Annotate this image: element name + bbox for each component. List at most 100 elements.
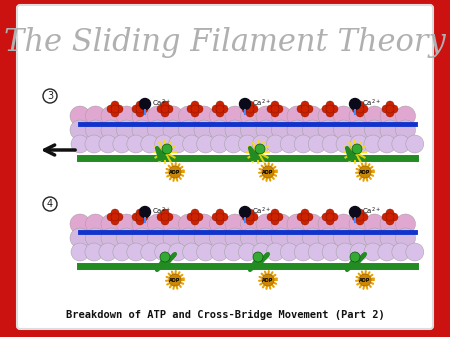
Circle shape xyxy=(386,209,394,217)
Circle shape xyxy=(216,213,224,221)
Text: Ca$^{2+}$: Ca$^{2+}$ xyxy=(152,97,171,109)
Circle shape xyxy=(364,243,382,261)
Circle shape xyxy=(157,213,165,221)
Circle shape xyxy=(161,105,169,113)
Circle shape xyxy=(271,120,292,140)
Circle shape xyxy=(163,214,183,234)
Circle shape xyxy=(287,120,307,140)
Circle shape xyxy=(101,106,121,126)
Circle shape xyxy=(246,209,254,217)
Text: ADP: ADP xyxy=(262,170,274,175)
Circle shape xyxy=(240,120,261,140)
Circle shape xyxy=(238,243,256,261)
Circle shape xyxy=(390,213,398,221)
Circle shape xyxy=(225,243,243,261)
Circle shape xyxy=(250,105,258,113)
Circle shape xyxy=(330,105,338,113)
Circle shape xyxy=(356,101,364,109)
Circle shape xyxy=(161,213,169,221)
Circle shape xyxy=(225,228,245,248)
Circle shape xyxy=(194,120,214,140)
Circle shape xyxy=(70,214,90,234)
Circle shape xyxy=(141,243,159,261)
Circle shape xyxy=(238,135,256,153)
Circle shape xyxy=(360,105,368,113)
Circle shape xyxy=(380,228,400,248)
Circle shape xyxy=(350,252,360,262)
Circle shape xyxy=(294,135,312,153)
Circle shape xyxy=(140,105,148,113)
Circle shape xyxy=(86,106,105,126)
Circle shape xyxy=(212,213,220,221)
Circle shape xyxy=(255,144,265,154)
Circle shape xyxy=(225,214,245,234)
Circle shape xyxy=(267,105,275,113)
Circle shape xyxy=(86,120,105,140)
Circle shape xyxy=(406,243,424,261)
Circle shape xyxy=(253,252,263,262)
Text: The Sliding Filament Theory: The Sliding Filament Theory xyxy=(4,27,446,58)
Circle shape xyxy=(252,243,270,261)
Circle shape xyxy=(380,214,400,234)
Circle shape xyxy=(162,144,172,154)
Circle shape xyxy=(380,120,400,140)
FancyBboxPatch shape xyxy=(17,5,433,329)
Circle shape xyxy=(246,213,254,221)
Circle shape xyxy=(382,105,390,113)
Circle shape xyxy=(163,106,183,126)
Circle shape xyxy=(386,109,394,117)
Circle shape xyxy=(308,135,326,153)
Circle shape xyxy=(240,214,261,234)
Circle shape xyxy=(101,228,121,248)
Circle shape xyxy=(148,214,167,234)
Circle shape xyxy=(225,135,243,153)
Circle shape xyxy=(191,213,199,221)
Circle shape xyxy=(179,228,198,248)
Circle shape xyxy=(359,274,371,286)
Circle shape xyxy=(352,144,362,154)
Circle shape xyxy=(191,109,199,117)
Circle shape xyxy=(364,228,384,248)
Circle shape xyxy=(211,243,229,261)
Circle shape xyxy=(301,109,309,117)
Circle shape xyxy=(318,228,338,248)
Circle shape xyxy=(195,105,203,113)
Circle shape xyxy=(179,106,198,126)
Circle shape xyxy=(148,106,167,126)
Circle shape xyxy=(191,101,199,109)
Circle shape xyxy=(179,120,198,140)
Circle shape xyxy=(275,105,283,113)
Circle shape xyxy=(301,105,309,113)
Circle shape xyxy=(271,101,279,109)
Circle shape xyxy=(352,105,360,113)
Circle shape xyxy=(271,213,279,221)
Circle shape xyxy=(349,120,369,140)
Circle shape xyxy=(326,217,334,225)
Circle shape xyxy=(336,135,354,153)
Circle shape xyxy=(155,243,173,261)
Circle shape xyxy=(86,228,105,248)
Circle shape xyxy=(333,228,354,248)
Text: 3: 3 xyxy=(47,91,53,101)
Circle shape xyxy=(169,274,181,286)
Circle shape xyxy=(246,217,254,225)
Circle shape xyxy=(140,207,150,217)
Circle shape xyxy=(271,105,279,113)
Circle shape xyxy=(364,106,384,126)
Circle shape xyxy=(356,105,364,113)
Circle shape xyxy=(197,243,215,261)
Circle shape xyxy=(117,228,136,248)
Circle shape xyxy=(165,213,173,221)
Circle shape xyxy=(132,106,152,126)
Circle shape xyxy=(161,209,169,217)
Circle shape xyxy=(287,214,307,234)
Circle shape xyxy=(85,135,103,153)
Circle shape xyxy=(364,214,384,234)
Circle shape xyxy=(165,105,173,113)
Circle shape xyxy=(308,243,326,261)
Circle shape xyxy=(322,243,340,261)
Circle shape xyxy=(356,217,364,225)
Circle shape xyxy=(301,101,309,109)
Circle shape xyxy=(392,135,410,153)
Circle shape xyxy=(250,213,258,221)
